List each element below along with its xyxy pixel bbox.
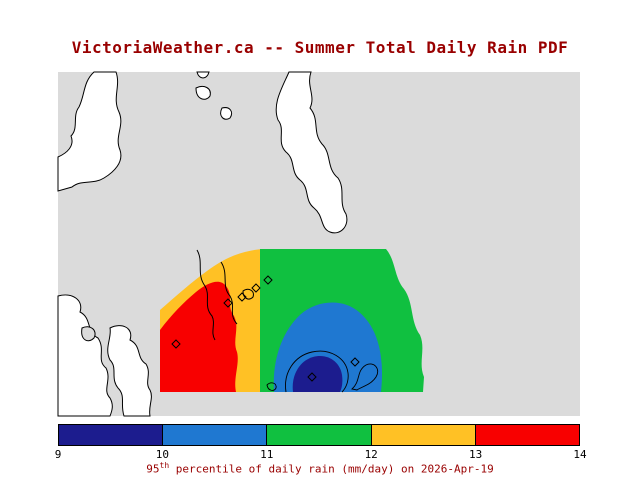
lake-small-1 xyxy=(195,85,211,100)
colorbar xyxy=(58,424,580,446)
water-bodies xyxy=(57,71,348,417)
station-marker xyxy=(237,292,247,302)
islands xyxy=(81,326,96,342)
colorbar-tick: 10 xyxy=(155,448,170,461)
colorbar-tick: 14 xyxy=(573,448,587,461)
isoline xyxy=(285,350,349,393)
contour-band-13-14 xyxy=(160,281,238,392)
colorbar-tick: 9 xyxy=(54,448,62,461)
isolines xyxy=(266,350,379,393)
caption-rest: percentile of daily rain (mm/day) on 202… xyxy=(169,462,494,476)
colorbar-tick: 11 xyxy=(260,448,274,461)
notch-top xyxy=(196,71,210,79)
station-marker xyxy=(263,275,273,285)
water-southwest-lobe xyxy=(107,325,152,417)
contour-band-9-10 xyxy=(292,356,343,392)
colorbar-tick: 13 xyxy=(468,448,483,461)
station-marker xyxy=(251,283,261,293)
colorbar-segment xyxy=(474,425,580,445)
colorbar-segment xyxy=(59,425,163,445)
lake-small-2 xyxy=(220,107,233,120)
coastline-loop xyxy=(242,288,254,300)
page-title: VictoriaWeather.ca -- Summer Total Daily… xyxy=(71,38,569,57)
island-southwest xyxy=(81,326,96,342)
rain-contour-field xyxy=(160,249,424,392)
caption: 95th percentile of daily rain (mm/day) o… xyxy=(0,461,640,476)
isoline xyxy=(266,382,277,391)
station-marker xyxy=(307,372,317,382)
colorbar-tick: 12 xyxy=(364,448,378,461)
colorbar-segment xyxy=(266,425,371,445)
colorbar-ticks: 9 10 11 12 13 14 xyxy=(54,448,587,461)
station-marker xyxy=(223,298,233,308)
station-marker xyxy=(171,339,181,349)
caption-sup: th xyxy=(159,461,170,470)
inlet-northwest xyxy=(57,71,122,192)
inlet-central xyxy=(275,71,348,234)
coastline-overlay xyxy=(196,249,254,341)
coastline-segment xyxy=(196,249,216,341)
caption-base: 95 xyxy=(146,462,160,476)
isoline xyxy=(351,363,379,391)
coastline-segment xyxy=(220,261,238,325)
station-marker xyxy=(350,357,360,367)
station-markers xyxy=(171,275,360,382)
colorbar-segment xyxy=(162,425,267,445)
colorbar-segment xyxy=(370,425,475,445)
water-southwest xyxy=(57,294,113,417)
